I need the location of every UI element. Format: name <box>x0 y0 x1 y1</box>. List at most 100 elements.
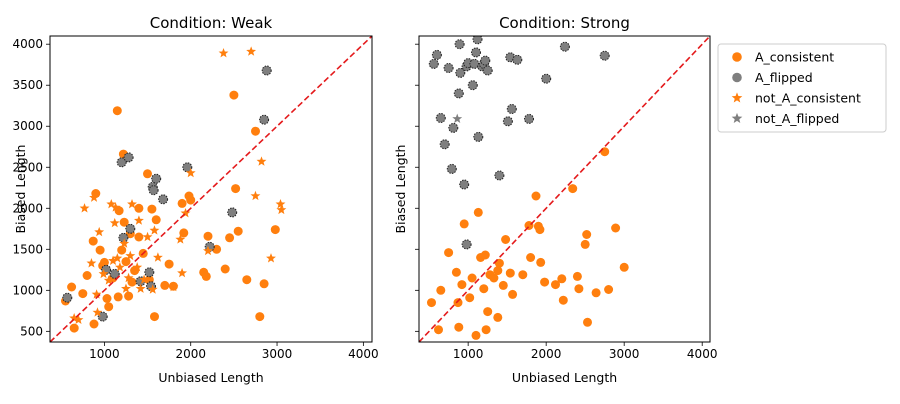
legend-label: not_A_consistent <box>755 91 861 106</box>
point-A-consistent <box>95 245 105 255</box>
point-A-flipped <box>261 65 272 76</box>
point-A-flipped <box>599 50 610 61</box>
point-A-flipped <box>431 49 442 60</box>
point-not-A-consistent <box>110 202 121 212</box>
x-tick-label: 1000 <box>453 347 484 361</box>
point-A-consistent <box>459 219 469 229</box>
y-tick-label: 3500 <box>12 78 43 92</box>
y-tick-label: 500 <box>20 324 43 338</box>
point-not-A-consistent <box>112 253 123 263</box>
point-A-flipped <box>524 113 534 124</box>
point-A-consistent <box>518 270 528 280</box>
point-A-flipped <box>62 292 73 303</box>
legend-label: A_consistent <box>755 50 834 65</box>
point-A-consistent <box>454 322 464 332</box>
point-A-flipped <box>494 170 505 181</box>
point-not-A-consistent <box>218 48 229 58</box>
point-A-consistent <box>453 298 463 308</box>
point-A-consistent <box>582 230 592 239</box>
point-A-flipped <box>472 36 483 45</box>
point-A-consistent <box>531 191 541 201</box>
point-A-consistent <box>69 323 79 333</box>
reference-line-y-equals-x <box>50 36 372 342</box>
point-A-consistent <box>233 226 243 236</box>
x-tick-label: 1000 <box>89 347 120 361</box>
point-A-consistent <box>220 264 230 274</box>
point-A-consistent <box>179 228 189 238</box>
point-not-A-consistent <box>79 203 90 213</box>
point-A-consistent <box>480 250 490 260</box>
point-not-A-consistent <box>135 283 146 293</box>
point-not-A-consistent <box>139 274 150 284</box>
y-tick-label: 2500 <box>12 160 43 174</box>
point-A-consistent <box>572 271 582 281</box>
point-not-A-consistent <box>180 208 191 218</box>
legend-label: A_flipped <box>755 70 813 85</box>
point-A-consistent <box>489 273 499 283</box>
point-A-consistent <box>113 292 123 302</box>
point-A-consistent <box>119 217 129 227</box>
point-A-consistent <box>104 302 114 312</box>
point-not-A-consistent <box>133 215 144 225</box>
point-not-A-consistent <box>147 284 158 294</box>
panel-2: 1000 2000 3000 4000 Condition: Strong Unbiase… <box>393 14 717 385</box>
point-A-consistent <box>78 289 88 299</box>
point-A-consistent <box>89 319 99 329</box>
point-A-consistent <box>251 126 260 136</box>
point-A-consistent <box>225 233 235 243</box>
point-not-A-consistent <box>275 198 286 209</box>
point-not-A-consistent <box>109 217 120 228</box>
point-not-A-consistent <box>94 226 105 237</box>
point-not-A-consistent <box>276 204 287 215</box>
point-A-flipped <box>541 73 552 84</box>
legend-box <box>717 43 887 133</box>
legend-label: not_A_flipped <box>755 111 839 126</box>
point-not-A-consistent <box>106 198 117 209</box>
point-A-flipped <box>227 207 238 218</box>
point-A-consistent <box>242 275 252 285</box>
point-not-A-consistent <box>132 262 143 272</box>
point-A-consistent <box>580 239 590 249</box>
point-not-A-consistent <box>175 234 186 244</box>
point-A-flipped <box>259 114 270 125</box>
reference-line-y-equals-x <box>419 36 710 342</box>
axes-frame <box>418 35 711 343</box>
point-A-flipped <box>453 88 464 99</box>
point-A-consistent <box>574 284 584 294</box>
point-A-consistent <box>457 280 467 290</box>
legend-marker-A-flipped <box>732 72 742 83</box>
point-A-flipped <box>148 185 159 196</box>
legend-marker-not-A-consistent <box>731 92 743 103</box>
point-A-flipped <box>435 113 446 123</box>
point-not-A-consistent <box>149 225 160 235</box>
point-A-consistent <box>444 248 454 258</box>
point-not-A-consistent <box>103 275 114 285</box>
point-A-consistent <box>481 325 491 335</box>
point-A-flipped <box>439 139 450 150</box>
point-A-consistent <box>67 282 77 292</box>
legend-marker-not-A-flipped <box>731 112 743 124</box>
point-A-consistent <box>536 257 546 267</box>
point-not-A-consistent <box>114 262 125 272</box>
point-A-flipped <box>482 65 493 76</box>
point-not-A-consistent <box>119 238 130 248</box>
point-A-flipped <box>480 55 491 66</box>
point-A-consistent <box>604 285 614 294</box>
y-tick-label: 4000 <box>12 37 43 51</box>
point-A-flipped <box>467 80 478 91</box>
point-A-flipped <box>469 58 480 69</box>
point-A-consistent <box>147 204 157 214</box>
point-A-consistent <box>493 266 503 276</box>
point-A-consistent <box>231 184 241 194</box>
point-A-consistent <box>201 271 211 281</box>
panel-title: Condition: Strong <box>499 14 630 32</box>
point-A-consistent <box>558 295 568 305</box>
x-tick-label: 4000 <box>348 347 379 361</box>
point-not-A-consistent <box>73 314 84 325</box>
point-A-consistent <box>591 288 601 298</box>
point-A-consistent <box>151 215 161 225</box>
point-A-flipped <box>151 173 162 184</box>
point-not-A-consistent <box>142 231 153 242</box>
y-tick-label: 1000 <box>12 283 43 297</box>
point-A-consistent <box>465 293 475 303</box>
